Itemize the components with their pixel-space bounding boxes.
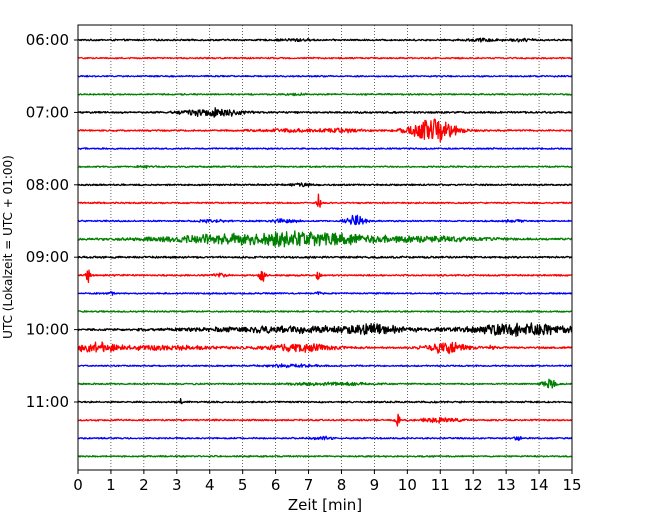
x-tick-label: 1 xyxy=(106,476,116,494)
y-tick-label: 06:00 xyxy=(26,31,69,49)
x-tick-label: 12 xyxy=(464,476,483,494)
x-tick-label: 6 xyxy=(271,476,281,494)
x-tick-label: 11 xyxy=(431,476,450,494)
x-tick-label: 4 xyxy=(205,476,215,494)
trace-0900 xyxy=(77,255,573,259)
x-tick-label: 14 xyxy=(530,476,549,494)
trace-0845 xyxy=(77,230,573,248)
x-tick-label: 2 xyxy=(139,476,149,494)
trace-0615 xyxy=(77,56,573,60)
x-tick-label: 7 xyxy=(304,476,314,494)
trace-1000 xyxy=(77,322,573,337)
x-tick-label: 8 xyxy=(337,476,347,494)
x-tick-label: 9 xyxy=(370,476,380,494)
trace-1145 xyxy=(77,454,573,458)
x-tick-label: 15 xyxy=(562,476,581,494)
trace-0745 xyxy=(77,164,573,169)
y-axis-ticks: 06:00 07:00 08:00 09:00 10:00 11:00 xyxy=(26,31,78,411)
gridlines xyxy=(110,25,540,470)
trace-0945 xyxy=(77,310,573,313)
trace-0930 xyxy=(77,290,573,296)
x-axis-label: Zeit [min] xyxy=(288,496,362,514)
y-tick-label: 11:00 xyxy=(26,393,69,411)
trace-series xyxy=(77,37,573,458)
trace-1015 xyxy=(77,341,573,355)
trace-1030 xyxy=(77,363,573,369)
y-tick-label: 07:00 xyxy=(26,103,69,121)
x-axis-ticks: 0 1 2 3 4 5 6 7 8 9 10 11 12 13 14 15 xyxy=(73,470,582,494)
y-tick-label: 10:00 xyxy=(26,321,69,339)
trace-1100 xyxy=(77,397,573,405)
y-axis-label: UTC (Lokalzeit = UTC + 01:00) xyxy=(1,155,15,339)
x-tick-label: 0 xyxy=(73,476,83,494)
trace-0715 xyxy=(77,118,573,143)
trace-0815 xyxy=(77,193,573,208)
x-tick-label: 10 xyxy=(398,476,417,494)
trace-1130 xyxy=(77,435,573,442)
trace-0800 xyxy=(77,182,573,188)
y-tick-label: 08:00 xyxy=(26,176,69,194)
trace-0700 xyxy=(77,107,573,118)
trace-1115 xyxy=(77,413,573,427)
trace-0645 xyxy=(77,92,573,97)
trace-0830 xyxy=(77,214,573,226)
x-tick-label: 5 xyxy=(238,476,248,494)
trace-0630 xyxy=(77,74,573,78)
x-tick-label: 3 xyxy=(172,476,182,494)
x-tick-label: 13 xyxy=(497,476,516,494)
plot-frame xyxy=(77,24,573,471)
trace-0600 xyxy=(77,37,573,43)
y-tick-label: 09:00 xyxy=(26,248,69,266)
trace-1045 xyxy=(77,378,573,389)
trace-0915 xyxy=(77,269,573,284)
trace-0730 xyxy=(77,147,573,151)
